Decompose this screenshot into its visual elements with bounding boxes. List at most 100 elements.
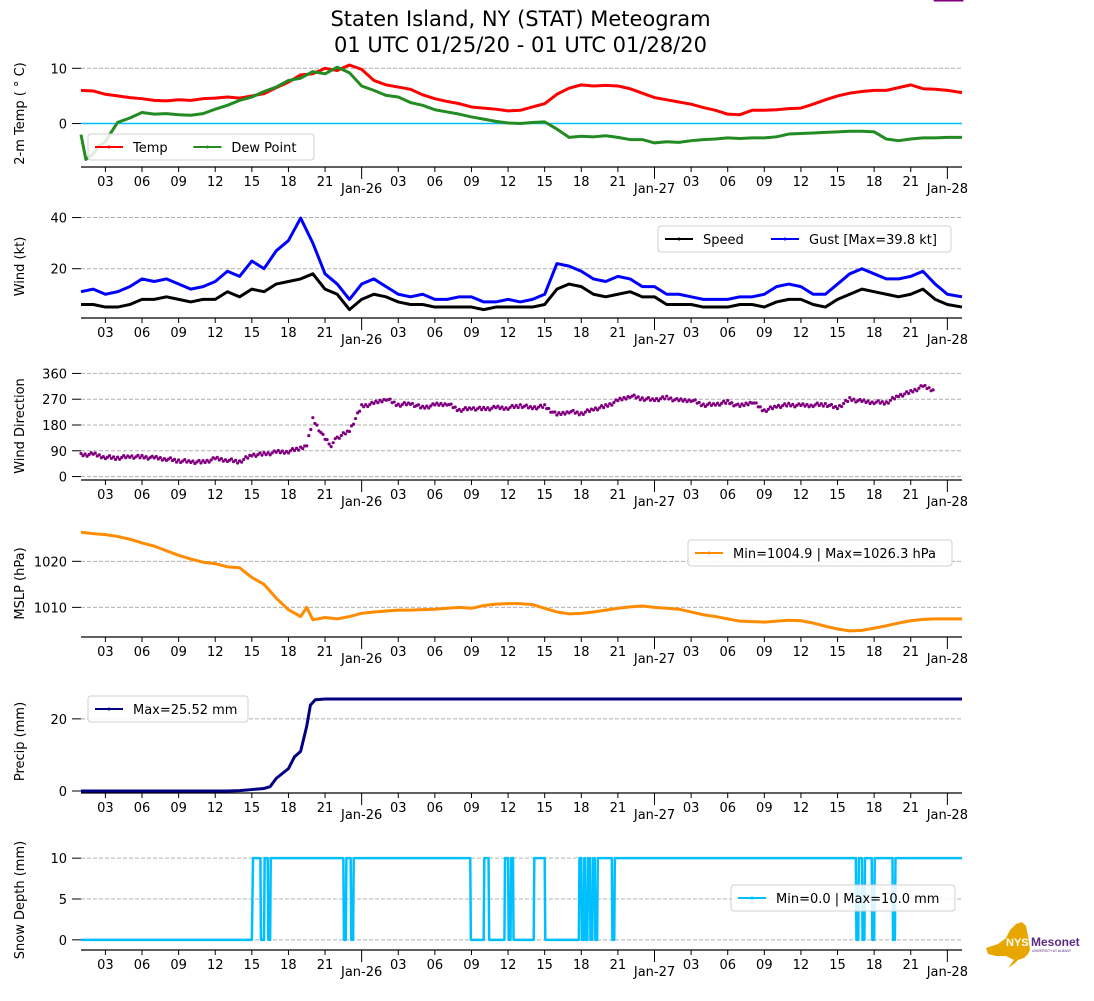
data-point — [901, 394, 905, 398]
data-point — [83, 452, 87, 456]
x-tick-label: 18 — [573, 645, 590, 660]
x-tick-label: 12 — [207, 175, 224, 190]
data-point — [425, 404, 429, 408]
x-tick-label: 03 — [97, 488, 114, 503]
data-point — [362, 405, 366, 409]
x-tick-label: Jan-28 — [926, 495, 968, 510]
x-tick-label: 03 — [97, 175, 114, 190]
x-tick-label: 03 — [390, 958, 407, 973]
data-point — [453, 405, 457, 409]
x-tick-label: 03 — [390, 326, 407, 341]
data-point — [209, 458, 213, 462]
data-point — [174, 460, 179, 464]
x-tick-label: 21 — [902, 488, 919, 503]
data-point — [597, 406, 602, 410]
data-point — [646, 396, 651, 400]
data-point — [661, 395, 665, 399]
x-tick-label: 06 — [719, 801, 736, 816]
panel-mslp: 1010 1020 MSLP (hPa) 03 06 09 12 15 18 21 Jan-26 03… — [13, 530, 968, 667]
data-point — [264, 453, 268, 457]
x-tick-label: 18 — [573, 175, 590, 190]
data-point — [927, 386, 931, 390]
x-tick-label: 18 — [866, 645, 883, 660]
x-tick-label: 12 — [207, 326, 224, 341]
logo-mesonet-text: Mesonet — [1031, 935, 1080, 949]
data-point — [136, 453, 140, 457]
data-point — [931, 388, 935, 392]
data-point — [805, 402, 809, 407]
x-tick-label: 09 — [756, 958, 773, 973]
data-point — [683, 397, 687, 402]
x-tick-label: 18 — [573, 958, 590, 973]
x-tick-label: 03 — [390, 801, 407, 816]
x-tick-label: 15 — [244, 326, 261, 341]
panel-snow: 0 5 10 Snow Depth (mm) 03 06 09 12 15 18 21 Jan-26 0… — [13, 841, 968, 980]
data-point — [882, 402, 886, 406]
data-point — [465, 408, 470, 412]
data-point — [364, 403, 368, 407]
data-point — [463, 406, 467, 410]
data-point — [292, 448, 297, 453]
data-point — [555, 413, 559, 417]
data-point — [512, 405, 516, 410]
data-point — [600, 404, 604, 408]
data-point — [640, 396, 644, 400]
data-point — [575, 410, 579, 414]
data-point — [252, 452, 256, 456]
data-point — [823, 401, 827, 406]
y-tick-label: 40 — [50, 212, 67, 227]
x-tick-label: 06 — [134, 326, 151, 341]
data-point — [506, 407, 510, 412]
data-point — [478, 405, 482, 409]
data-point — [376, 401, 380, 405]
data-point — [449, 402, 453, 406]
data-point — [144, 454, 148, 459]
x-tick-label: 18 — [866, 801, 883, 816]
chart-title: Staten Island, NY (STAT) Meteogram 01 UT… — [0, 6, 1041, 58]
data-point — [553, 410, 557, 414]
data-point — [360, 403, 364, 407]
data-point — [172, 457, 177, 461]
data-point — [707, 401, 712, 405]
x-tick-label: 03 — [683, 488, 700, 503]
data-point — [665, 394, 669, 398]
data-point — [675, 396, 679, 401]
x-tick-label: 21 — [610, 801, 627, 816]
data-point — [461, 407, 465, 412]
legend-label: Dew Point — [231, 141, 296, 156]
data-point — [441, 403, 445, 408]
data-point — [154, 454, 158, 459]
x-tick-label: 15 — [829, 488, 846, 503]
x-tick-label: 03 — [97, 801, 114, 816]
data-point — [197, 458, 201, 463]
x-tick-label: 15 — [244, 488, 261, 503]
y-tick-label: 0 — [59, 118, 67, 133]
data-point — [433, 403, 437, 407]
x-tick-label: 12 — [207, 958, 224, 973]
logo-nys-text: NYS — [1006, 937, 1029, 949]
data-point — [410, 401, 415, 406]
x-tick-label: 06 — [134, 645, 151, 660]
title-line-2: 01 UTC 01/25/20 - 01 UTC 01/28/20 — [334, 33, 707, 57]
x-tick-label: 09 — [170, 175, 187, 190]
x-tick-label: 06 — [719, 645, 736, 660]
x-tick-label: 09 — [170, 801, 187, 816]
data-point — [669, 396, 673, 400]
data-point — [915, 389, 919, 393]
data-point — [297, 448, 301, 452]
panel-precip: 0 20 Precip (mm) 03 06 09 12 15 18 21 Jan-26 03 06 09… — [13, 695, 968, 823]
data-point — [372, 401, 376, 406]
y-tick-label: 20 — [50, 713, 67, 728]
data-point — [815, 401, 819, 405]
data-point — [518, 403, 522, 407]
data-point — [638, 398, 642, 402]
series-line-dew-point — [79, 65, 962, 161]
data-point — [207, 460, 211, 464]
y-tick-label: 90 — [50, 445, 67, 460]
x-tick-label: 06 — [719, 958, 736, 973]
legend-marker — [750, 896, 754, 900]
data-point — [591, 408, 596, 412]
data-point — [524, 403, 528, 407]
x-tick-label: 15 — [244, 645, 261, 660]
x-tick-label: 12 — [793, 326, 810, 341]
